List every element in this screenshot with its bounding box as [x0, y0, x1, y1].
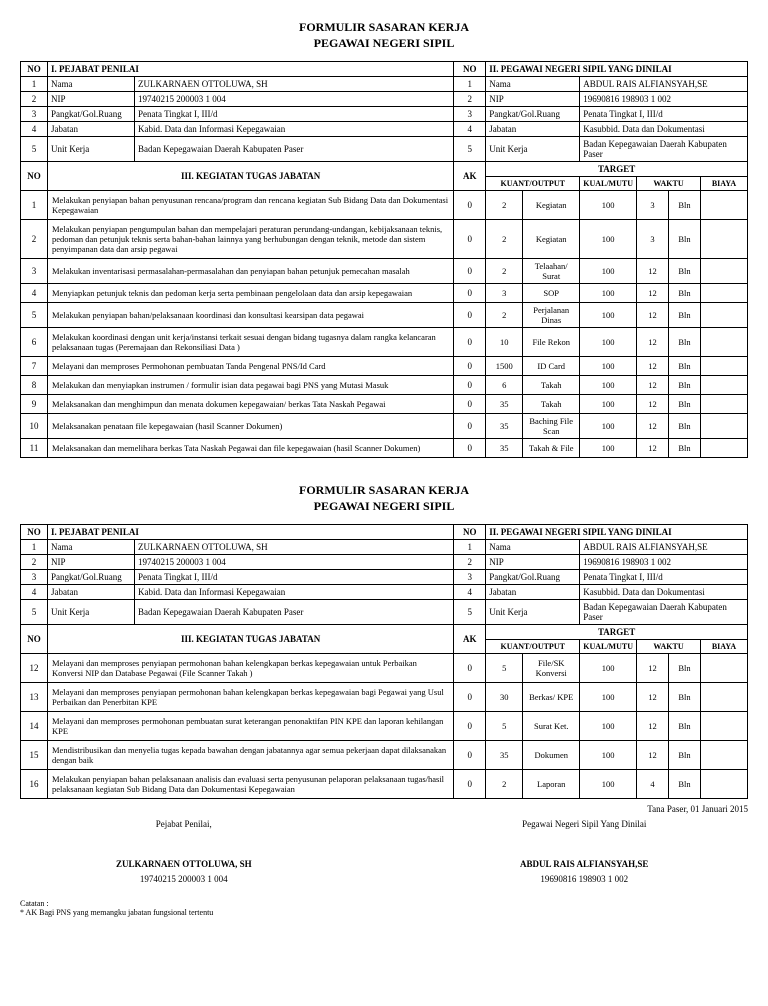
penilai-header: I. PEJABAT PENILAI — [48, 62, 454, 77]
table-row: 15Mendistribusikan dan menyelia tugas ke… — [21, 741, 748, 770]
table-row: 6Melakukan koordinasi dengan unit kerja/… — [21, 328, 748, 357]
table-row: 4Menyiapkan petunjuk teknis dan pedoman … — [21, 284, 748, 303]
sig-right-label: Pegawai Negeri Sipil Yang Dinilai — [420, 819, 748, 829]
form-2: FORMULIR SASARAN KERJA PEGAWAI NEGERI SI… — [20, 483, 748, 917]
table-row: 3Melakukan inventarisasi permasalahan-pe… — [21, 259, 748, 284]
form-1: FORMULIR SASARAN KERJA PEGAWAI NEGERI SI… — [20, 20, 748, 458]
signature-row: Tana Paser, 01 Januari 2015 — [20, 804, 748, 814]
main-table-2: NO I. PEJABAT PENILAI NO II. PEGAWAI NEG… — [20, 524, 748, 799]
dinilai-header: II. PEGAWAI NEGERI SIPIL YANG DINILAI — [486, 62, 748, 77]
table-row: 11Melaksanakan dan memelihara berkas Tat… — [21, 439, 748, 458]
table-row: 8Melakukan dan menyiapkan instrumen / fo… — [21, 376, 748, 395]
form-title-2: FORMULIR SASARAN KERJA PEGAWAI NEGERI SI… — [20, 483, 748, 514]
table-row: 1Melakukan penyiapan bahan penyusunan re… — [21, 191, 748, 220]
table-row: 9Melaksanakan dan menghimpun dan menata … — [21, 395, 748, 414]
no-header-2: NO — [454, 62, 486, 77]
sig-left-label: Pejabat Penilai, — [20, 819, 348, 829]
sig-date: Tana Paser, 01 Januari 2015 — [420, 804, 748, 814]
table-row: 10Melaksanakan penataan file kepegawaian… — [21, 414, 748, 439]
form-title: FORMULIR SASARAN KERJA PEGAWAI NEGERI SI… — [20, 20, 748, 51]
title-line-1: FORMULIR SASARAN KERJA — [299, 20, 469, 34]
table-row: 5Melakukan penyiapan bahan/pelaksanaan k… — [21, 303, 748, 328]
title-line-2: PEGAWAI NEGERI SIPIL — [314, 36, 455, 50]
table-row: 14Melayani dan memproses permohonan pemb… — [21, 712, 748, 741]
table-row: 13Melayani dan memproses penyiapan permo… — [21, 683, 748, 712]
table-row: 16Melakukan penyiapan bahan pelaksanaan … — [21, 770, 748, 799]
table-row: 2Melakukan penyiapan pengumpulan bahan d… — [21, 220, 748, 259]
table-row: 7Melayani dan memproses Permohonan pembu… — [21, 357, 748, 376]
main-table-1: NO I. PEJABAT PENILAI NO II. PEGAWAI NEG… — [20, 61, 748, 458]
sig-left-name: ZULKARNAEN OTTOLUWA, SH — [20, 859, 348, 869]
footnote: Catatan : * AK Bagi PNS yang memangku ja… — [20, 899, 748, 917]
no-header: NO — [21, 62, 48, 77]
sig-right-name: ABDUL RAIS ALFIANSYAH,SE — [420, 859, 748, 869]
sig-right-nip: 19690816 198903 1 002 — [420, 874, 748, 884]
table-row: 12Melayani dan memproses penyiapan permo… — [21, 654, 748, 683]
sig-left-nip: 19740215 200003 1 004 — [20, 874, 348, 884]
